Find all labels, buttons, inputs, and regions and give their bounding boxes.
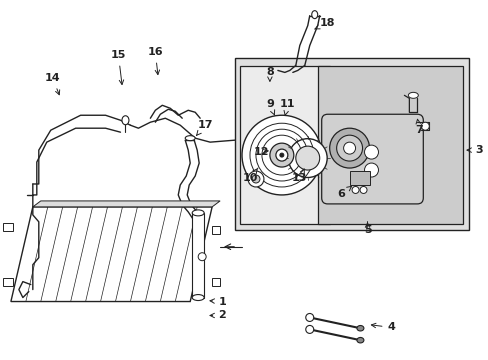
Text: 16: 16 xyxy=(147,48,163,75)
Text: 5: 5 xyxy=(363,222,370,235)
Circle shape xyxy=(198,253,206,261)
Text: 9: 9 xyxy=(265,99,274,115)
Circle shape xyxy=(251,175,260,183)
Text: 4: 4 xyxy=(370,323,395,332)
FancyBboxPatch shape xyxy=(321,114,423,204)
Bar xyxy=(3,223,13,231)
Text: 13: 13 xyxy=(291,169,307,183)
Text: 14: 14 xyxy=(45,73,61,95)
Bar xyxy=(3,278,13,285)
Polygon shape xyxy=(33,201,220,207)
Text: 12: 12 xyxy=(254,147,269,157)
Ellipse shape xyxy=(122,116,129,125)
Circle shape xyxy=(305,325,313,333)
Text: 17: 17 xyxy=(196,120,212,135)
Text: 6: 6 xyxy=(337,186,351,199)
Circle shape xyxy=(421,122,428,130)
Circle shape xyxy=(343,142,355,154)
Circle shape xyxy=(364,163,378,177)
Ellipse shape xyxy=(356,325,363,331)
Bar xyxy=(240,67,329,224)
Circle shape xyxy=(364,145,378,159)
Circle shape xyxy=(336,135,362,161)
Circle shape xyxy=(359,186,366,193)
Text: 15: 15 xyxy=(111,50,126,85)
Circle shape xyxy=(305,314,313,321)
Ellipse shape xyxy=(356,337,363,343)
Ellipse shape xyxy=(185,136,195,141)
Bar xyxy=(212,278,220,285)
Ellipse shape xyxy=(311,11,317,19)
Circle shape xyxy=(288,139,326,177)
Circle shape xyxy=(242,115,321,195)
Ellipse shape xyxy=(192,210,203,216)
Circle shape xyxy=(295,146,319,170)
Text: 3: 3 xyxy=(466,145,482,155)
Circle shape xyxy=(279,153,283,157)
Bar xyxy=(317,67,462,224)
Text: 11: 11 xyxy=(280,99,295,115)
Bar xyxy=(192,213,203,298)
Bar xyxy=(349,171,369,185)
Text: 8: 8 xyxy=(265,67,273,81)
Text: 7: 7 xyxy=(415,119,422,135)
Circle shape xyxy=(269,143,293,167)
Ellipse shape xyxy=(407,92,417,98)
Circle shape xyxy=(329,128,369,168)
Ellipse shape xyxy=(192,294,203,301)
Bar xyxy=(212,226,220,234)
Text: 10: 10 xyxy=(242,168,257,183)
Text: 1: 1 xyxy=(209,297,225,306)
Text: 18: 18 xyxy=(314,18,335,29)
Text: 2: 2 xyxy=(209,310,225,320)
Circle shape xyxy=(275,149,287,161)
Polygon shape xyxy=(11,207,212,302)
Circle shape xyxy=(247,171,264,187)
Circle shape xyxy=(351,186,358,193)
Bar xyxy=(235,58,468,230)
